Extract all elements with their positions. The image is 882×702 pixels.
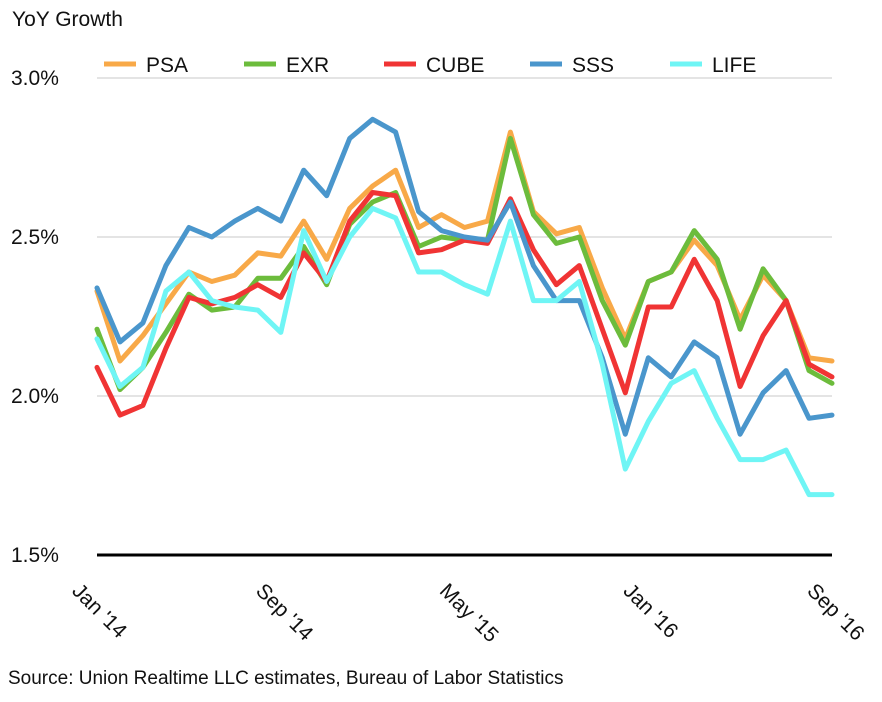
y-tick-label: 1.5% [11,544,59,567]
x-tick-label: Sep '16 [802,579,868,645]
series-line-exr [94,135,835,393]
series-line-life [94,205,835,498]
legend: PSA EXR CUBE SSS LIFE [104,54,756,77]
y-tick-label: 2.0% [11,385,59,408]
series-line-psa [94,129,835,364]
y-tick-labels: 1.5% 2.0% 2.5% 3.0% [11,67,59,567]
legend-label-sss: SSS [572,54,614,77]
x-tick-labels: Jan '14 Sep '14 May '15 Jan '16 Sep '16 [67,579,868,647]
y-tick-label: 3.0% [11,67,59,90]
series-line-sss [94,116,835,437]
source-note: Source: Union Realtime LLC estimates, Bu… [8,668,564,689]
legend-label-life: LIFE [712,54,756,77]
series-lines [94,116,835,498]
x-tick-label: Sep '14 [251,579,317,645]
y-axis-title: YoY Growth [12,8,123,31]
x-tick-label: May '15 [435,579,503,647]
legend-label-psa: PSA [146,54,188,77]
yoy-growth-line-chart: YoY Growth 1.5% 2.0% 2.5% 3.0% Jan '14 Sep '… [11,8,869,647]
legend-label-cube: CUBE [426,54,484,77]
x-tick-label: Jan '14 [67,579,131,643]
y-tick-label: 2.5% [11,226,59,249]
x-tick-label: Jan '16 [619,579,683,643]
legend-label-exr: EXR [286,54,329,77]
